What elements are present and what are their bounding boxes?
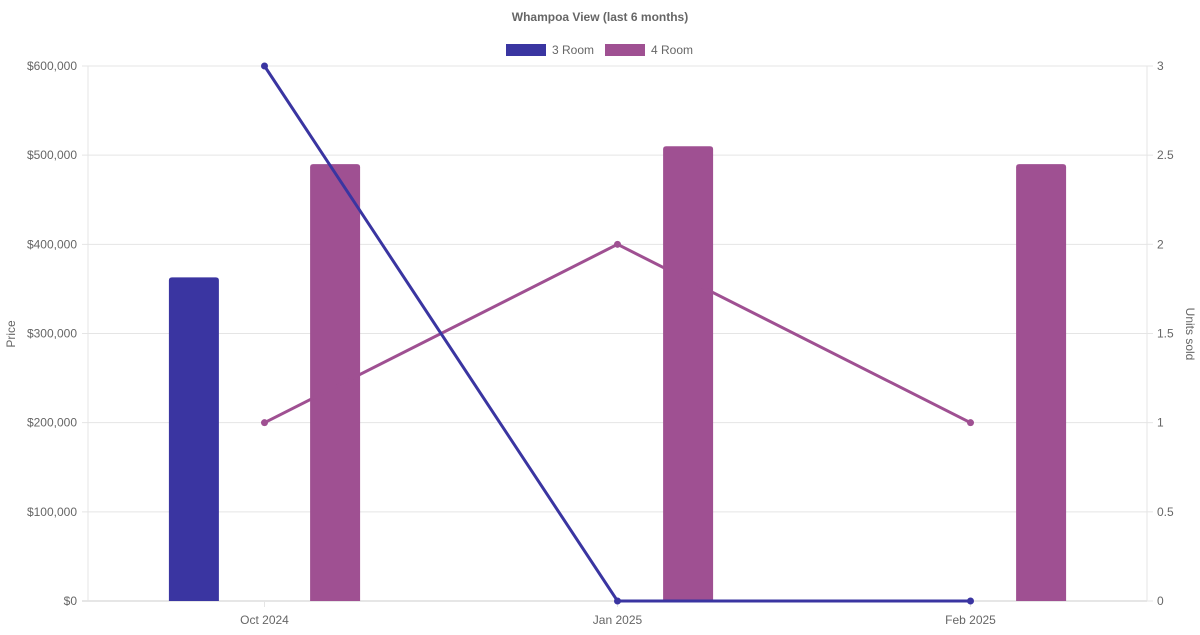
y-tick-label: $500,000	[27, 148, 77, 162]
lines	[261, 62, 974, 605]
point-3-room	[967, 597, 974, 605]
y2-tick-label: 2.5	[1157, 148, 1174, 162]
y-tick-label: $100,000	[27, 505, 77, 519]
legend-label: 4 Room	[651, 43, 693, 57]
y-tick-label: $600,000	[27, 59, 77, 73]
y2-tick-label: 1.5	[1157, 327, 1174, 341]
y2-tick-label: 0	[1157, 594, 1164, 608]
y2-tick-label: 3	[1157, 59, 1164, 73]
legend-swatch	[605, 44, 645, 56]
x-tick-label: Jan 2025	[593, 613, 643, 627]
bar-4-room	[663, 146, 714, 601]
x-tick-label: Oct 2024	[240, 613, 289, 627]
y2-tick-label: 1	[1157, 416, 1164, 430]
chart-title: Whampoa View (last 6 months)	[512, 10, 688, 24]
bar-4-room	[1016, 164, 1067, 602]
legend-swatch	[506, 44, 546, 56]
point-4-room	[967, 419, 974, 427]
bars	[168, 146, 1067, 602]
x-tick-label: Feb 2025	[945, 613, 996, 627]
point-4-room	[614, 240, 621, 248]
y-tick-label: $200,000	[27, 416, 77, 430]
y-tick-label: $0	[64, 594, 78, 608]
legend: 3 Room 4 Room	[506, 43, 693, 57]
point-3-room	[614, 597, 621, 605]
point-4-room	[261, 419, 268, 427]
y2-tick-label: 0.5	[1157, 505, 1174, 519]
y2-tick-label: 2	[1157, 237, 1164, 251]
bar-3-room	[168, 277, 219, 601]
y-tick-label: $400,000	[27, 237, 77, 251]
bar-4-room	[310, 164, 361, 602]
point-3-room	[261, 62, 268, 70]
y2-axis-label: Units sold	[1183, 308, 1197, 361]
y-axis-label: Price	[4, 320, 18, 348]
y-tick-label: $300,000	[27, 327, 77, 341]
legend-label: 3 Room	[552, 43, 594, 57]
